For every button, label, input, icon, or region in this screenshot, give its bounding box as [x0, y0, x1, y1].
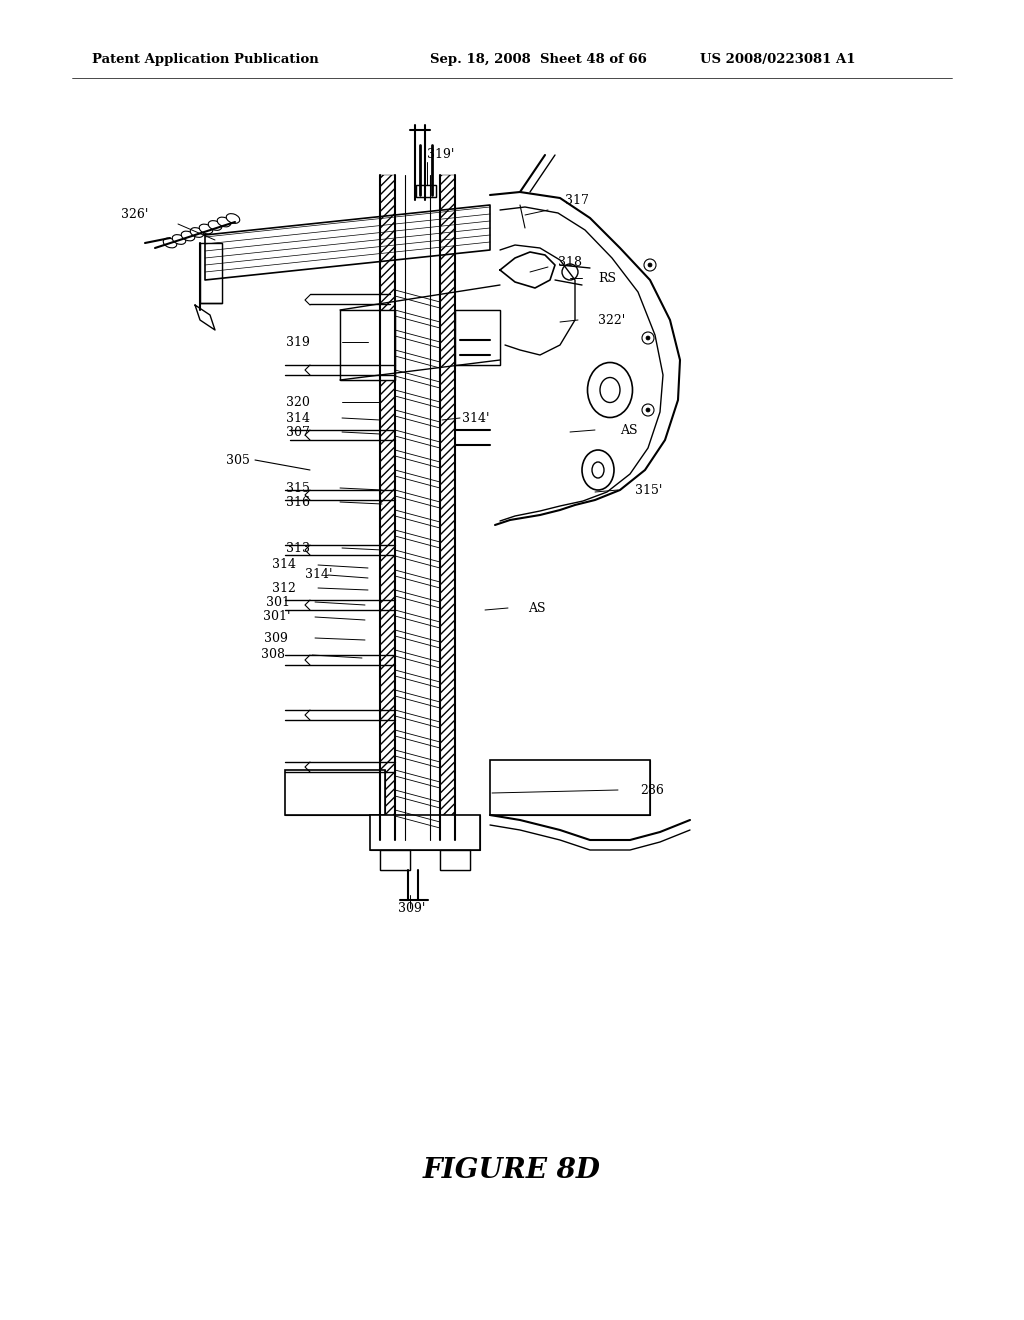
- Text: 315': 315': [635, 483, 663, 496]
- Text: 313: 313: [286, 541, 310, 554]
- Bar: [440, 850, 470, 870]
- Text: RS: RS: [598, 272, 616, 285]
- Bar: [490, 760, 650, 814]
- Bar: [370, 814, 480, 850]
- Text: 314': 314': [462, 412, 489, 425]
- Ellipse shape: [582, 450, 614, 490]
- Ellipse shape: [600, 378, 620, 403]
- Text: 322': 322': [598, 314, 626, 326]
- Bar: [200, 243, 222, 304]
- Bar: [285, 770, 385, 814]
- Text: 319': 319': [427, 149, 455, 161]
- Ellipse shape: [190, 227, 204, 238]
- Bar: [380, 850, 410, 870]
- Circle shape: [642, 333, 654, 345]
- Text: 301': 301': [262, 610, 290, 623]
- Ellipse shape: [163, 238, 177, 248]
- Text: 319: 319: [286, 335, 310, 348]
- Text: FIGURE 8D: FIGURE 8D: [423, 1156, 601, 1184]
- Text: 314: 314: [272, 558, 296, 572]
- Text: 308: 308: [261, 648, 285, 661]
- Bar: [455, 310, 500, 366]
- Text: 305: 305: [226, 454, 250, 466]
- Text: AS: AS: [528, 602, 546, 615]
- Circle shape: [644, 259, 656, 271]
- Text: 317: 317: [565, 194, 589, 206]
- Bar: [340, 310, 395, 380]
- Bar: [340, 310, 395, 380]
- Ellipse shape: [592, 462, 604, 478]
- Ellipse shape: [588, 363, 633, 417]
- Text: 320: 320: [286, 396, 310, 408]
- Text: Patent Application Publication: Patent Application Publication: [92, 54, 318, 66]
- Text: Sep. 18, 2008  Sheet 48 of 66: Sep. 18, 2008 Sheet 48 of 66: [430, 54, 647, 66]
- Circle shape: [562, 264, 578, 280]
- Bar: [200, 243, 222, 304]
- Ellipse shape: [181, 231, 195, 240]
- Ellipse shape: [200, 224, 213, 234]
- Text: AS: AS: [620, 424, 638, 437]
- Ellipse shape: [226, 214, 240, 223]
- Text: US 2008/0223081 A1: US 2008/0223081 A1: [700, 54, 855, 66]
- Bar: [455, 310, 500, 366]
- Text: 318: 318: [558, 256, 582, 268]
- Bar: [370, 814, 480, 850]
- Bar: [440, 176, 455, 840]
- Ellipse shape: [217, 218, 230, 227]
- Circle shape: [648, 263, 652, 267]
- Text: 286: 286: [640, 784, 664, 796]
- Text: 312: 312: [272, 582, 296, 594]
- Text: 314: 314: [286, 412, 310, 425]
- Text: 316: 316: [286, 495, 310, 508]
- Text: 309': 309': [398, 902, 425, 915]
- Bar: [380, 176, 395, 840]
- Bar: [440, 850, 470, 870]
- Ellipse shape: [172, 235, 185, 244]
- Bar: [490, 760, 650, 814]
- Bar: [416, 185, 436, 197]
- Bar: [395, 176, 440, 840]
- Text: 309: 309: [264, 631, 288, 644]
- Text: 307: 307: [286, 425, 310, 438]
- Text: 301: 301: [266, 595, 290, 609]
- Bar: [285, 770, 385, 814]
- Ellipse shape: [208, 220, 222, 231]
- Text: 315: 315: [286, 482, 310, 495]
- Bar: [380, 850, 410, 870]
- Circle shape: [646, 408, 650, 412]
- Text: 326': 326': [121, 209, 148, 222]
- Text: 314': 314': [305, 569, 333, 582]
- Circle shape: [642, 404, 654, 416]
- Bar: [416, 185, 436, 197]
- Circle shape: [646, 337, 650, 341]
